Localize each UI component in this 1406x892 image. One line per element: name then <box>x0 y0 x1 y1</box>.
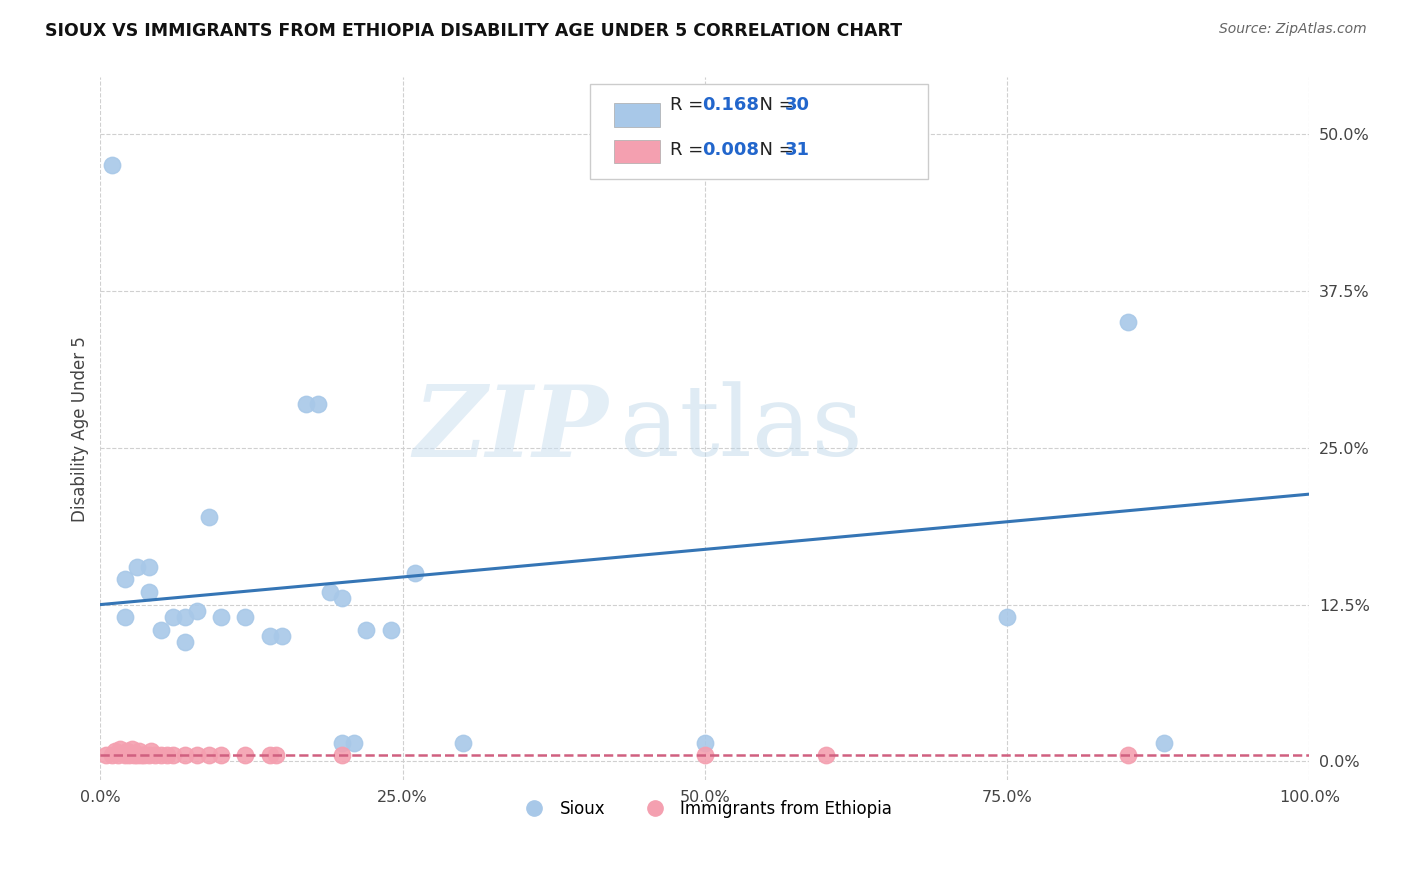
Point <box>451 736 474 750</box>
FancyBboxPatch shape <box>614 140 659 163</box>
Point <box>209 610 232 624</box>
Point <box>343 736 366 750</box>
Point <box>174 748 197 763</box>
Point <box>125 560 148 574</box>
Point <box>138 560 160 574</box>
Point <box>186 748 208 763</box>
Point <box>380 623 402 637</box>
Point <box>114 573 136 587</box>
Text: 31: 31 <box>785 141 810 159</box>
Text: atlas: atlas <box>620 381 863 476</box>
Point <box>174 610 197 624</box>
Point <box>330 591 353 606</box>
Point <box>995 610 1018 624</box>
Point <box>122 748 145 763</box>
Point <box>118 748 141 763</box>
Point <box>319 585 342 599</box>
Point <box>108 742 131 756</box>
Point <box>114 610 136 624</box>
Point <box>259 629 281 643</box>
Text: Source: ZipAtlas.com: Source: ZipAtlas.com <box>1219 22 1367 37</box>
Point <box>259 748 281 763</box>
Point <box>139 744 162 758</box>
Point <box>295 397 318 411</box>
Text: 0.008: 0.008 <box>703 141 759 159</box>
Point <box>693 748 716 763</box>
Point <box>356 623 378 637</box>
Text: 0.168: 0.168 <box>703 95 759 113</box>
Point <box>104 744 127 758</box>
Point <box>693 736 716 750</box>
Point <box>814 748 837 763</box>
Point <box>235 748 257 763</box>
Text: 30: 30 <box>785 95 810 113</box>
Point <box>138 748 160 763</box>
Point <box>132 748 155 763</box>
Point <box>131 748 153 763</box>
Point <box>96 748 118 763</box>
Point <box>149 623 172 637</box>
Text: R =: R = <box>669 95 709 113</box>
Point <box>1153 736 1175 750</box>
Point <box>156 748 179 763</box>
Text: N =: N = <box>748 95 800 113</box>
Point <box>174 635 197 649</box>
Point <box>186 604 208 618</box>
Point <box>101 158 124 172</box>
Point <box>330 748 353 763</box>
Point <box>101 748 124 763</box>
Point <box>107 748 129 763</box>
Point <box>162 610 184 624</box>
Legend: Sioux, Immigrants from Ethiopia: Sioux, Immigrants from Ethiopia <box>512 793 898 825</box>
Point <box>270 629 292 643</box>
Point <box>138 585 160 599</box>
Point <box>198 748 221 763</box>
Point <box>143 748 166 763</box>
Y-axis label: Disability Age Under 5: Disability Age Under 5 <box>72 336 89 522</box>
Point <box>264 748 287 763</box>
Point <box>404 566 426 581</box>
Text: ZIP: ZIP <box>413 381 609 477</box>
Point <box>128 744 150 758</box>
Text: R =: R = <box>669 141 709 159</box>
Point <box>115 744 138 758</box>
Point <box>1116 315 1139 329</box>
Point <box>235 610 257 624</box>
Point <box>121 742 143 756</box>
Point <box>125 748 148 763</box>
FancyBboxPatch shape <box>614 103 659 127</box>
Point <box>114 748 136 763</box>
Point <box>330 736 353 750</box>
Point <box>209 748 232 763</box>
FancyBboxPatch shape <box>591 85 928 179</box>
Text: SIOUX VS IMMIGRANTS FROM ETHIOPIA DISABILITY AGE UNDER 5 CORRELATION CHART: SIOUX VS IMMIGRANTS FROM ETHIOPIA DISABI… <box>45 22 903 40</box>
Point <box>162 748 184 763</box>
Point <box>1116 748 1139 763</box>
Point <box>149 748 172 763</box>
Point <box>198 509 221 524</box>
Text: N =: N = <box>748 141 800 159</box>
Point <box>307 397 329 411</box>
